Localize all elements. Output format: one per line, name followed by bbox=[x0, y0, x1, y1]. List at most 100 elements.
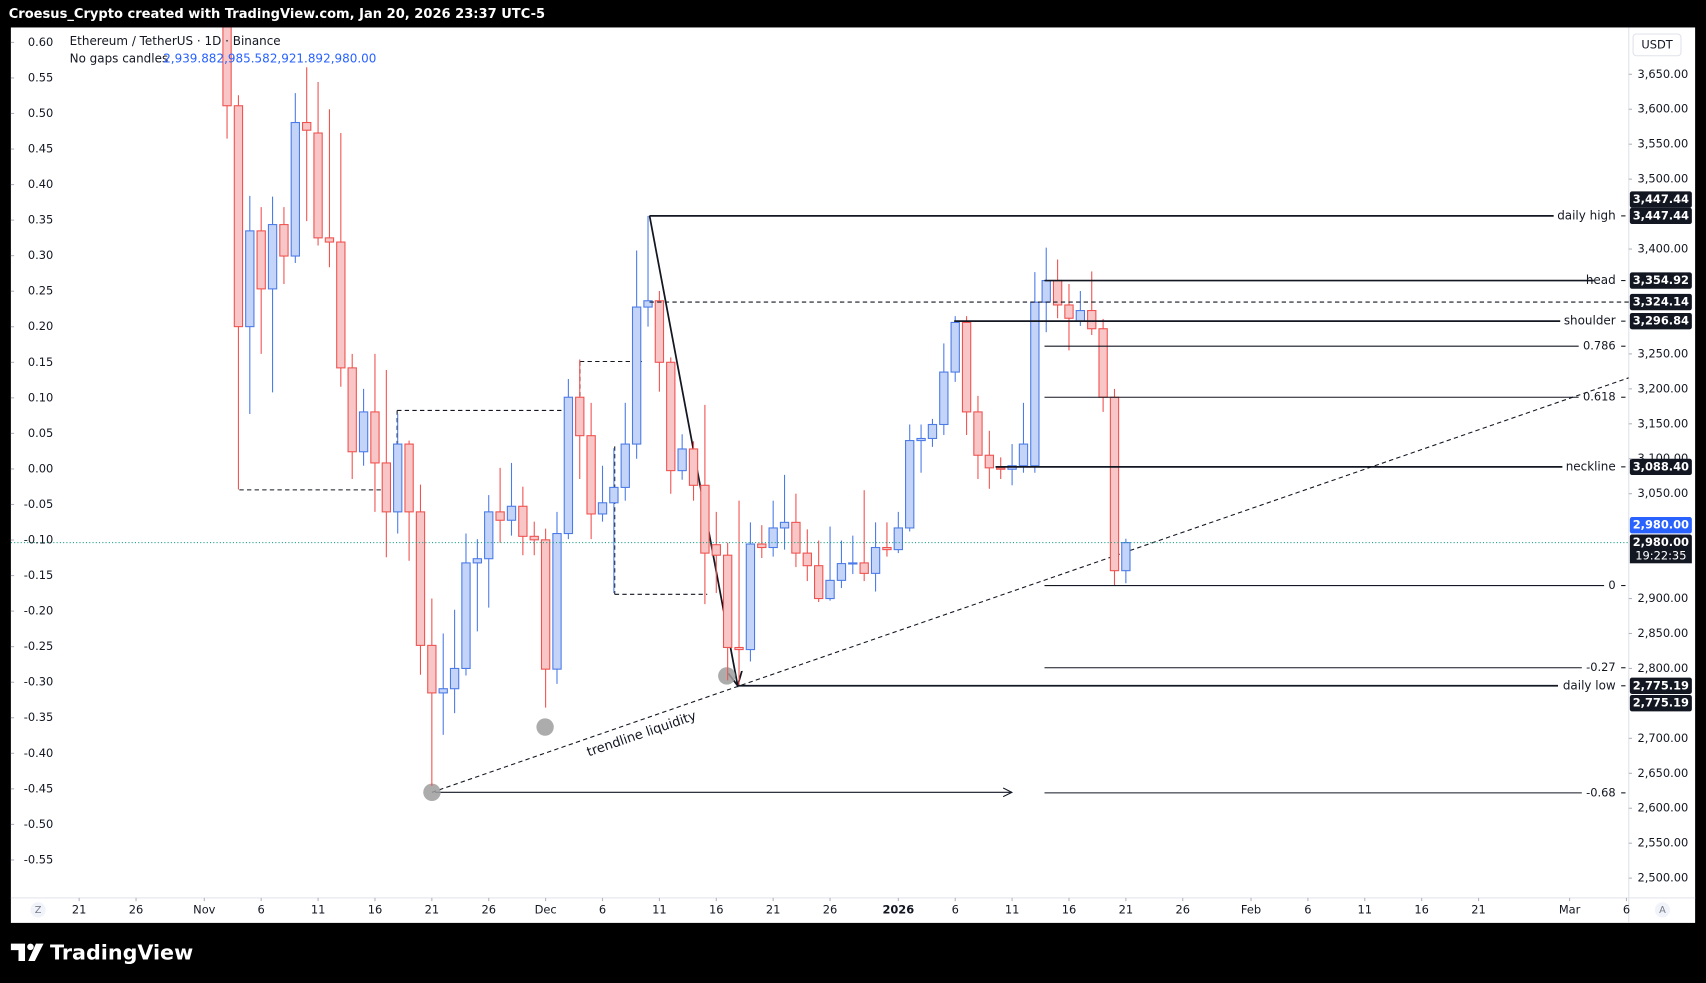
candle-body bbox=[711, 544, 721, 556]
y2-tick-label: 0.00 bbox=[28, 461, 53, 475]
candle-body bbox=[757, 543, 767, 549]
y2-tick-label: -0.50 bbox=[24, 817, 54, 831]
candle-body bbox=[984, 454, 995, 469]
candle-body bbox=[484, 511, 494, 560]
axis-button-label[interactable]: A bbox=[1659, 905, 1666, 916]
y2-tick-label: 0.05 bbox=[28, 426, 53, 440]
candle-body bbox=[302, 121, 312, 131]
fib-label: -0.68 bbox=[1586, 785, 1616, 799]
y2-tick-label: 0.10 bbox=[28, 390, 53, 404]
candle-body bbox=[1041, 280, 1051, 303]
candle-body bbox=[905, 440, 915, 529]
y-tick-label: 2,550.00 bbox=[1637, 836, 1688, 850]
candle-body bbox=[393, 443, 403, 513]
candles bbox=[222, 27, 1131, 786]
y-tick-label: 2,700.00 bbox=[1637, 731, 1688, 745]
x-tick-label: 6 bbox=[258, 902, 265, 916]
x-tick-label: 2026 bbox=[882, 902, 914, 916]
y2-tick-label: -0.25 bbox=[24, 639, 54, 653]
price-label-text: 3,324.14 bbox=[1633, 295, 1689, 309]
y2-tick-label: 0.20 bbox=[28, 319, 53, 333]
y2-tick-label: -0.30 bbox=[24, 675, 54, 689]
level-name: daily high bbox=[1557, 208, 1616, 222]
y-tick-label: 3,550.00 bbox=[1637, 137, 1688, 151]
candle-body bbox=[267, 224, 278, 290]
candle-body bbox=[449, 667, 460, 690]
fib-label: -0.27 bbox=[1586, 660, 1616, 674]
candle-body bbox=[495, 511, 505, 521]
ohlc-value: 2,921.89 bbox=[270, 52, 323, 66]
candle-body bbox=[552, 532, 562, 670]
candle-body bbox=[222, 27, 232, 107]
chart-pane bbox=[10, 27, 1696, 923]
x-tick-label: 26 bbox=[1175, 902, 1190, 916]
candle-body bbox=[631, 306, 642, 445]
price-label-text: 3,354.92 bbox=[1633, 273, 1689, 287]
price-label-box bbox=[1629, 312, 1692, 330]
credit: Croesus_Crypto created with TradingView.… bbox=[9, 7, 545, 22]
currency[interactable]: USDT bbox=[1641, 37, 1672, 51]
y-tick-label: 3,200.00 bbox=[1637, 381, 1688, 395]
candle-body bbox=[461, 562, 471, 669]
candle-body bbox=[1030, 301, 1040, 467]
fib-label: 0 bbox=[1608, 578, 1615, 592]
candle-body bbox=[1052, 279, 1063, 306]
y2-tick-label: -0.20 bbox=[24, 604, 54, 618]
candle-body bbox=[404, 443, 414, 513]
last-price-box bbox=[1629, 517, 1692, 534]
liquidity-point bbox=[423, 783, 441, 802]
y2-tick-label: -0.15 bbox=[24, 568, 54, 582]
countdown: 19:22:35 bbox=[1635, 549, 1686, 563]
y2-tick-label: -0.05 bbox=[24, 497, 54, 511]
axis-button[interactable] bbox=[30, 902, 46, 918]
fib-label: 0.618 bbox=[1583, 390, 1616, 404]
candle-body bbox=[1121, 542, 1131, 572]
brand-logo bbox=[10, 943, 44, 961]
candle-body bbox=[415, 511, 426, 646]
x-tick-label: 11 bbox=[1358, 902, 1373, 916]
y-tick-label: 3,150.00 bbox=[1637, 416, 1688, 430]
candle-body bbox=[996, 467, 1006, 470]
candle-body bbox=[802, 552, 812, 567]
x-tick-label: 21 bbox=[72, 902, 87, 916]
candle-body bbox=[245, 230, 255, 328]
y-tick-label: 2,600.00 bbox=[1637, 801, 1688, 815]
price-label-text: 3,088.40 bbox=[1633, 459, 1689, 473]
candle-body bbox=[813, 565, 824, 600]
ohlc-value: 2,985.58 bbox=[217, 52, 270, 66]
level-name: head bbox=[1586, 273, 1616, 287]
candle-body bbox=[836, 563, 847, 581]
axis-button[interactable] bbox=[1654, 902, 1671, 918]
x-tick-label: 16 bbox=[1414, 902, 1429, 916]
candle-body bbox=[540, 539, 551, 670]
y-tick-label: 3,400.00 bbox=[1637, 242, 1688, 256]
candle-body bbox=[381, 462, 392, 513]
x-tick-label: 16 bbox=[709, 902, 724, 916]
currency-box[interactable] bbox=[1632, 33, 1682, 57]
axis-button-label[interactable]: Z bbox=[35, 905, 42, 916]
x-tick-label: 16 bbox=[1062, 902, 1077, 916]
candle-body bbox=[370, 411, 380, 464]
candle-body bbox=[825, 579, 835, 600]
x-tick-label: 6 bbox=[599, 902, 606, 916]
x-tick-label: Nov bbox=[193, 902, 216, 916]
price-label-text: 3,296.84 bbox=[1633, 314, 1689, 328]
candle-body bbox=[563, 396, 574, 535]
y2-tick-label: 0.35 bbox=[28, 213, 53, 227]
y2-tick-label: 0.45 bbox=[28, 142, 53, 156]
x-tick-label: 16 bbox=[368, 902, 383, 916]
y2-tick-label: -0.35 bbox=[24, 710, 54, 724]
y2-tick-label: 0.55 bbox=[28, 70, 53, 84]
level-name: shoulder bbox=[1564, 314, 1616, 328]
candle-body bbox=[927, 423, 938, 440]
candle-body bbox=[1087, 310, 1097, 330]
y-tick-label: 2,500.00 bbox=[1637, 871, 1688, 885]
candle-body bbox=[427, 644, 437, 694]
candle-body bbox=[256, 230, 266, 290]
y2-tick-label: -0.40 bbox=[24, 746, 54, 760]
trendline bbox=[431, 377, 1629, 793]
y2-tick-label: 0.30 bbox=[28, 248, 53, 262]
candle-body bbox=[1018, 443, 1029, 467]
y-tick-label: 2,900.00 bbox=[1637, 591, 1688, 605]
